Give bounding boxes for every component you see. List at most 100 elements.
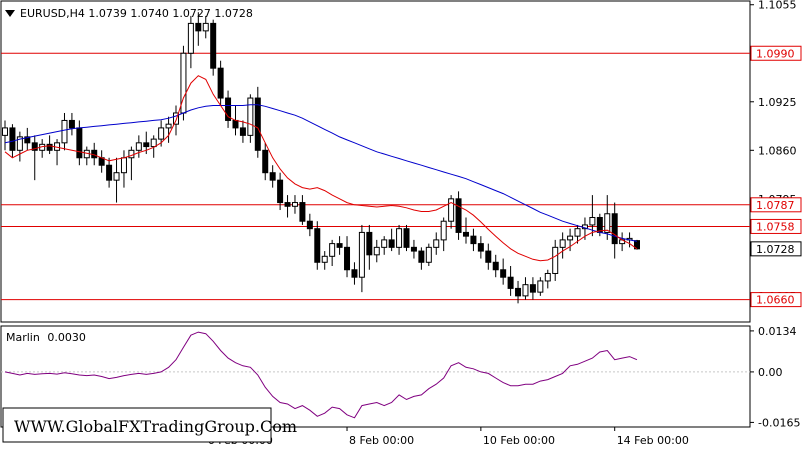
- candle: [336, 236, 343, 255]
- candle-body: [277, 179, 284, 204]
- candle: [381, 236, 388, 255]
- watermark-text: WWW.GlobalFXTradingGroup.Com: [14, 417, 297, 436]
- candle-body: [239, 127, 246, 136]
- candle: [306, 213, 313, 237]
- candle-body: [158, 127, 165, 140]
- candle-body: [485, 250, 492, 263]
- candle: [299, 195, 306, 225]
- level-tag: [750, 292, 802, 308]
- candle-body: [440, 220, 447, 241]
- candle-body: [522, 284, 529, 297]
- candle: [425, 243, 432, 267]
- candle: [529, 277, 536, 300]
- candle-body: [217, 67, 224, 99]
- candle-body: [381, 239, 388, 248]
- candle-body: [232, 119, 239, 129]
- candle: [225, 90, 232, 128]
- candle-body: [507, 276, 514, 289]
- candle-body: [336, 243, 343, 248]
- candle: [366, 224, 373, 270]
- candle-body: [210, 22, 217, 69]
- candle: [537, 277, 544, 296]
- candle-body: [329, 243, 336, 257]
- candle-body: [604, 213, 611, 233]
- indicator-tick-label: 0.0134: [758, 325, 797, 338]
- candle-body: [403, 228, 410, 248]
- candle-body: [165, 123, 172, 129]
- candle-body: [187, 22, 194, 54]
- candle-body: [262, 149, 269, 174]
- candle: [522, 277, 529, 300]
- candle: [321, 251, 328, 270]
- ma-fast-line: [4, 75, 638, 262]
- candle: [492, 254, 499, 278]
- price-panel: 1.10551.09901.09251.08601.07951.07301.06…: [0, 0, 802, 323]
- candle-body: [195, 22, 202, 32]
- candle-body: [589, 216, 596, 226]
- candle: [68, 112, 75, 136]
- level-tag: [750, 45, 802, 61]
- candle: [24, 127, 31, 151]
- candle: [500, 258, 507, 285]
- candle: [604, 195, 611, 240]
- indicator-axis: 0.0134 0.00 -0.0165: [750, 325, 800, 429]
- candle: [150, 135, 157, 158]
- horizontal-levels: [1, 52, 750, 301]
- candle-body: [247, 97, 254, 136]
- candle-body: [2, 127, 8, 136]
- candle-body: [113, 172, 120, 181]
- current-price-label: 1.0728: [756, 243, 795, 256]
- candle: [634, 239, 640, 250]
- candle-body: [410, 246, 417, 252]
- candle: [559, 232, 566, 259]
- candle: [247, 94, 254, 143]
- candle: [106, 157, 113, 188]
- candle-body: [225, 97, 232, 121]
- candle-body: [425, 246, 432, 263]
- candle: [433, 232, 440, 255]
- candle: [351, 262, 358, 285]
- candle: [165, 116, 172, 143]
- candle-body: [477, 243, 484, 252]
- candle: [195, 12, 202, 46]
- candle-body: [358, 231, 365, 278]
- price-tick-label: 1.1055: [758, 0, 797, 12]
- watermark-frame: [2, 407, 272, 443]
- candle: [589, 195, 596, 237]
- candle-body: [291, 202, 298, 207]
- candle-body: [552, 246, 559, 274]
- candle-body: [529, 284, 536, 293]
- candle-body: [366, 231, 373, 256]
- candle-body: [173, 112, 180, 125]
- level-tag: [750, 197, 802, 213]
- collapse-arrow-icon[interactable]: [5, 10, 15, 17]
- candle-body: [470, 235, 477, 245]
- candle-body: [418, 250, 425, 263]
- level-tag-label: 1.0758: [756, 220, 795, 233]
- candle-body: [120, 157, 127, 174]
- candle: [239, 120, 246, 143]
- time-tick-label: 8 Feb 00:00: [349, 434, 414, 447]
- candle-body: [537, 280, 544, 293]
- indicator-plot-frame: [0, 325, 751, 428]
- candle-body: [515, 287, 522, 297]
- candle-body: [299, 202, 306, 222]
- candle: [269, 165, 276, 188]
- candle-body: [31, 142, 38, 151]
- candle-body: [574, 228, 581, 237]
- candle-body: [611, 213, 618, 245]
- candle-body: [492, 261, 499, 271]
- time-tick-label: 10 Feb 00:00: [483, 434, 555, 447]
- candle: [135, 135, 142, 158]
- candle: [373, 239, 380, 263]
- candle: [507, 266, 514, 296]
- candle-body: [150, 138, 157, 148]
- candle: [462, 217, 469, 244]
- candle: [217, 60, 224, 106]
- candle: [31, 135, 38, 181]
- candle-body: [344, 246, 351, 271]
- candle-body: [306, 220, 313, 230]
- indicator-name: Marlin: [6, 331, 40, 344]
- candle: [202, 15, 209, 39]
